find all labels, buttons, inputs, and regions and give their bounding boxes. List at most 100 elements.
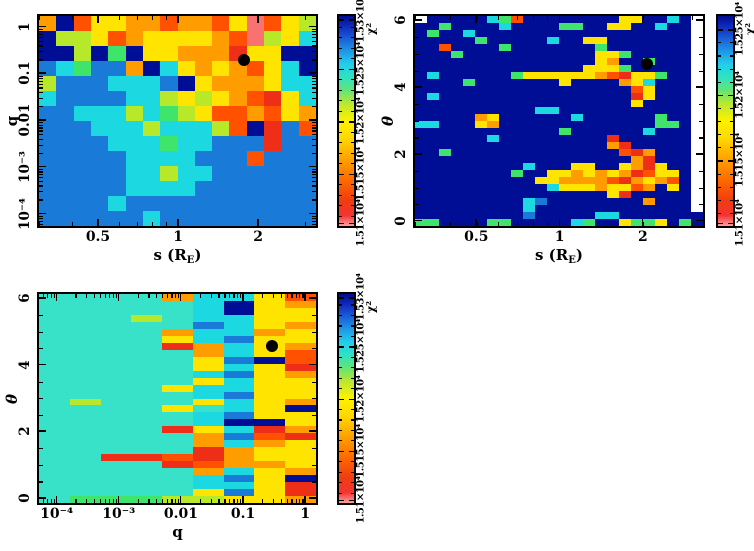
- axis-tick: [730, 107, 733, 110]
- heatmap-cell: [246, 46, 265, 61]
- heatmap-cell: [451, 142, 463, 149]
- heatmap-cell: [285, 461, 316, 469]
- heatmap-cell: [162, 454, 193, 462]
- heatmap-cell: [523, 86, 535, 93]
- axis-tick: [117, 294, 120, 301]
- heatmap-cell: [451, 121, 463, 128]
- heatmap-cell: [162, 482, 193, 490]
- heatmap-cell: [667, 44, 679, 51]
- heatmap-cell: [177, 121, 195, 136]
- heatmap-cell: [415, 170, 427, 177]
- heatmap-cell: [254, 482, 286, 490]
- axis-tick: [312, 174, 316, 176]
- heatmap-cell: [499, 107, 511, 114]
- axis-tick: [312, 75, 316, 77]
- heatmap-cell: [439, 156, 451, 163]
- heatmap-cell: [535, 219, 547, 226]
- heatmap-cell: [451, 177, 463, 184]
- axis-tick: [351, 68, 354, 70]
- heatmap-cell: [559, 170, 571, 177]
- axis-tick: [312, 348, 316, 350]
- heatmap-cell: [162, 426, 193, 434]
- heatmap-cell: [619, 30, 631, 37]
- heatmap-cell: [619, 198, 631, 205]
- heatmap-cell: [192, 391, 224, 399]
- heatmap-cell: [451, 212, 463, 219]
- heatmap-cell: [177, 136, 195, 151]
- heatmap-cell: [229, 106, 247, 121]
- y-tick-label: 0: [393, 216, 409, 226]
- heatmap-cell: [475, 79, 487, 86]
- axis-tick: [339, 79, 342, 81]
- heatmap-cell: [192, 433, 224, 441]
- heatmap-cell: [194, 211, 213, 226]
- axis-tick: [312, 106, 316, 108]
- heatmap-cell: [125, 91, 143, 106]
- heatmap-cell: [655, 30, 667, 37]
- heatmap-cell: [439, 65, 451, 72]
- heatmap-cell: [254, 461, 286, 469]
- heatmap-cell: [463, 191, 475, 198]
- heatmap-cell: [264, 46, 282, 61]
- heatmap-cell: [643, 23, 655, 30]
- heatmap-cell: [523, 30, 535, 37]
- heatmap-cell: [655, 198, 667, 205]
- heatmap-cell: [108, 181, 126, 196]
- heatmap-cell: [607, 177, 619, 184]
- heatmap-cell: [655, 93, 667, 100]
- heatmap-cell: [475, 93, 487, 100]
- heatmap-cell: [475, 191, 487, 198]
- heatmap-cell: [631, 219, 643, 226]
- heatmap-cell: [595, 156, 607, 163]
- heatmap-cell: [643, 79, 655, 86]
- heatmap-cell: [56, 61, 74, 76]
- heatmap-cell: [69, 468, 101, 476]
- heatmap-cell: [229, 166, 247, 181]
- heatmap-cell: [667, 93, 679, 100]
- axis-tick: [39, 130, 43, 132]
- heatmap-cell: [415, 135, 427, 142]
- heatmap-cell: [73, 211, 91, 226]
- heatmap-cell: [679, 37, 691, 44]
- heatmap-cell: [415, 30, 427, 37]
- heatmap-cell: [131, 426, 163, 434]
- heatmap-cell: [56, 151, 74, 166]
- heatmap-cell: [631, 198, 643, 205]
- heatmap-cell: [246, 151, 265, 166]
- heatmap-cell: [223, 307, 255, 315]
- heatmap-cell: [463, 114, 475, 121]
- axis-tick: [516, 16, 518, 20]
- y-tick-label: 2: [17, 426, 33, 437]
- axis-tick: [339, 47, 342, 49]
- heatmap-cell: [691, 93, 703, 100]
- heatmap-cell: [655, 86, 667, 93]
- heatmap-cell: [254, 307, 286, 315]
- axis-tick: [339, 215, 342, 217]
- heatmap-cell: [69, 426, 101, 434]
- y-tick-label: 1: [17, 22, 33, 32]
- axis-tick: [280, 499, 282, 503]
- heatmap-cell: [631, 37, 643, 44]
- axis-tick: [351, 142, 354, 144]
- heatmap-cell: [427, 121, 439, 128]
- heatmap-cell: [655, 177, 667, 184]
- heatmap-cell: [298, 31, 316, 46]
- heatmap-cell: [131, 489, 163, 497]
- axis-tick: [351, 461, 354, 463]
- heatmap-cell: [69, 454, 101, 462]
- axis-tick: [39, 122, 43, 124]
- axis-tick: [718, 147, 721, 149]
- heatmap-cell: [212, 61, 230, 76]
- axis-tick: [415, 222, 417, 226]
- axis-tick: [137, 499, 139, 503]
- heatmap-cell: [511, 142, 523, 149]
- heatmap-cell: [631, 23, 643, 30]
- axis-tick: [730, 68, 733, 70]
- heatmap-cell: [667, 37, 679, 44]
- axis-tick: [339, 184, 342, 186]
- heatmap-cell: [177, 46, 195, 61]
- heatmap-cell: [223, 475, 255, 483]
- heatmap-cell: [607, 58, 619, 65]
- heatmap-cell: [667, 212, 679, 219]
- heatmap-cell: [298, 196, 316, 211]
